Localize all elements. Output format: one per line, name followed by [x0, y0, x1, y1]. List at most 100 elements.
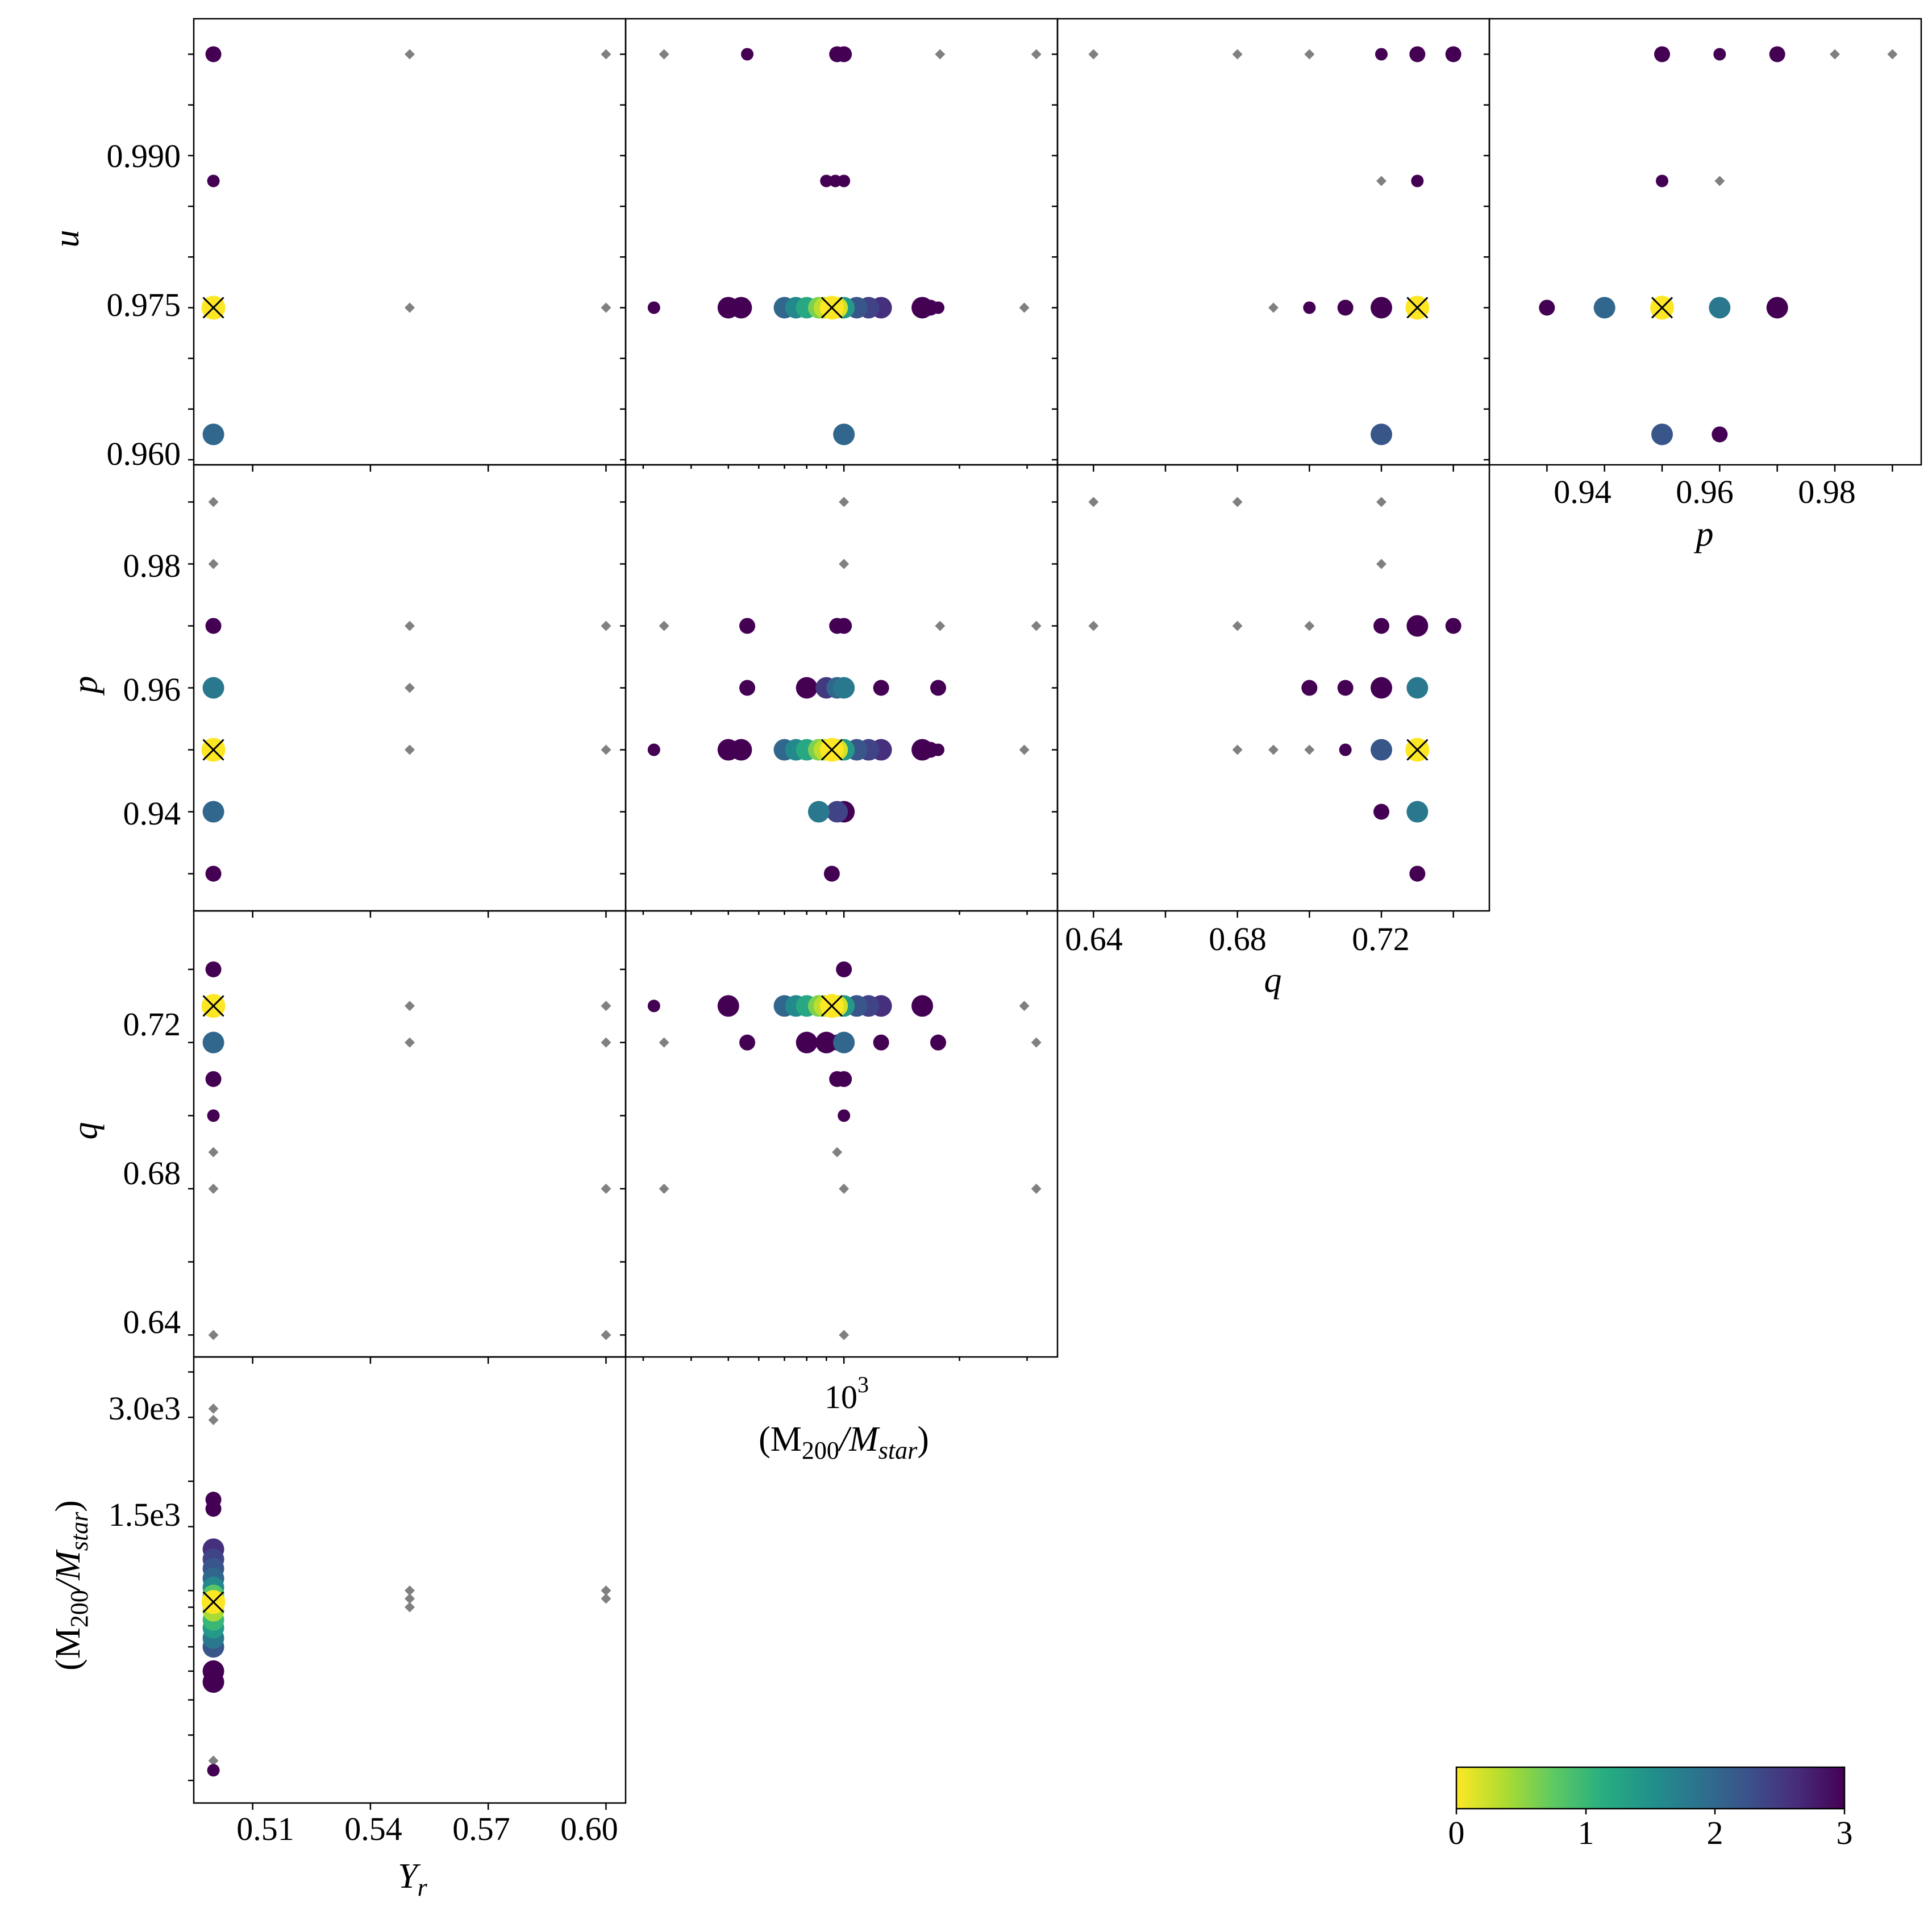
rejected-point	[1304, 621, 1315, 631]
data-point	[1371, 739, 1392, 761]
data-point	[739, 1034, 756, 1051]
best-fit-marker	[1405, 738, 1430, 762]
u-tick-0960: 0.960	[107, 435, 181, 472]
data-point	[1445, 46, 1462, 63]
data-point	[838, 1109, 851, 1122]
p-ytick-094: 0.94	[123, 795, 181, 832]
data-point	[205, 618, 222, 634]
data-point	[807, 801, 830, 823]
p-ytick-098: 0.98	[123, 547, 181, 584]
panel-q-vs-M200	[620, 910, 1059, 1364]
panel-u-vs-M200	[620, 18, 1059, 472]
u-tick-0975: 0.975	[107, 286, 181, 323]
panel-u-vs-p	[1484, 18, 1922, 472]
rejected-point	[1088, 621, 1099, 631]
best-fit-marker	[201, 1590, 226, 1614]
rejected-point	[1304, 49, 1315, 60]
data-point	[1337, 680, 1354, 696]
u-tick-0990: 0.990	[107, 138, 181, 174]
data-point	[730, 297, 752, 319]
data-point	[205, 865, 222, 882]
data-point	[930, 1034, 947, 1051]
q-axis-label: q	[66, 1122, 105, 1140]
data-point	[1766, 297, 1788, 319]
rejected-point	[1019, 744, 1030, 755]
p-xtick-096: 0.96	[1676, 473, 1734, 510]
rejected-point	[832, 1147, 843, 1157]
rejected-point	[601, 1184, 611, 1194]
panel-M200-vs-Yr	[188, 1356, 627, 1810]
best-fit-marker	[1650, 295, 1674, 320]
best-fit-marker	[819, 994, 844, 1018]
data-point	[1539, 299, 1555, 316]
rejected-point	[1887, 49, 1898, 60]
best-fit-marker	[1405, 295, 1430, 320]
rejected-point	[1232, 49, 1243, 60]
panel-p-vs-q	[1052, 464, 1490, 918]
q-xtick-068: 0.68	[1209, 921, 1267, 957]
rejected-point	[1232, 497, 1243, 507]
rejected-point	[1268, 744, 1279, 755]
rejected-point	[935, 621, 946, 631]
data-point	[1373, 618, 1389, 634]
m200-x-axis-label: (M200/Mstar)	[759, 1420, 929, 1464]
colorbar-gradient	[1455, 1766, 1846, 1810]
u-axis-label: u	[48, 230, 86, 248]
data-point	[730, 739, 752, 761]
rejected-point	[1304, 744, 1315, 755]
data-point	[823, 865, 840, 882]
yr-tick-054: 0.54	[344, 1810, 402, 1847]
rejected-point	[1031, 1184, 1042, 1194]
rejected-point	[601, 302, 611, 313]
rejected-point	[208, 1330, 219, 1340]
rejected-point	[208, 1414, 219, 1425]
data-point	[1406, 677, 1429, 699]
rejected-point	[601, 1330, 611, 1340]
best-fit-marker	[819, 738, 844, 762]
cross-icon	[821, 995, 843, 1017]
colorbar-label-0: 0	[1448, 1814, 1465, 1851]
cross-icon	[202, 995, 224, 1017]
q-ytick-072: 0.72	[123, 1006, 181, 1043]
data-point	[796, 677, 818, 699]
rejected-point	[405, 49, 415, 60]
rejected-point	[1031, 49, 1042, 60]
data-point	[833, 423, 855, 445]
data-point	[739, 618, 756, 634]
rejected-point	[405, 1602, 415, 1613]
data-point	[833, 1031, 855, 1054]
rejected-point	[1376, 176, 1386, 186]
rejected-point	[601, 1593, 611, 1604]
data-point	[717, 995, 739, 1017]
data-point	[826, 801, 848, 823]
q-ytick-068: 0.68	[123, 1155, 181, 1192]
yr-tick-060: 0.60	[560, 1810, 618, 1847]
panel-frame	[1488, 18, 1922, 466]
data-point	[1375, 48, 1388, 61]
data-point	[1713, 48, 1726, 61]
data-point	[932, 301, 945, 314]
data-point	[1709, 297, 1731, 319]
rejected-point	[839, 1184, 850, 1194]
p-xtick-098: 0.98	[1798, 473, 1856, 510]
data-point	[838, 174, 851, 188]
data-point	[930, 680, 947, 696]
data-point	[647, 301, 660, 314]
panel-frame	[193, 1356, 627, 1804]
rejected-point	[1232, 621, 1243, 631]
panel-u-vs-Yr	[188, 18, 627, 472]
data-point	[1371, 423, 1392, 445]
rejected-point	[405, 302, 415, 313]
data-point	[911, 995, 934, 1017]
m200-xtick-1e3: 103	[825, 1372, 869, 1415]
data-point	[836, 618, 852, 634]
panel-frame	[193, 910, 627, 1358]
panel-frame	[624, 18, 1059, 466]
data-point	[1654, 46, 1670, 63]
rejected-point	[1376, 497, 1386, 507]
rejected-point	[405, 1585, 415, 1596]
yr-axis-label: Yr	[398, 1857, 427, 1901]
best-fit-marker	[819, 295, 844, 320]
data-point	[202, 801, 224, 823]
